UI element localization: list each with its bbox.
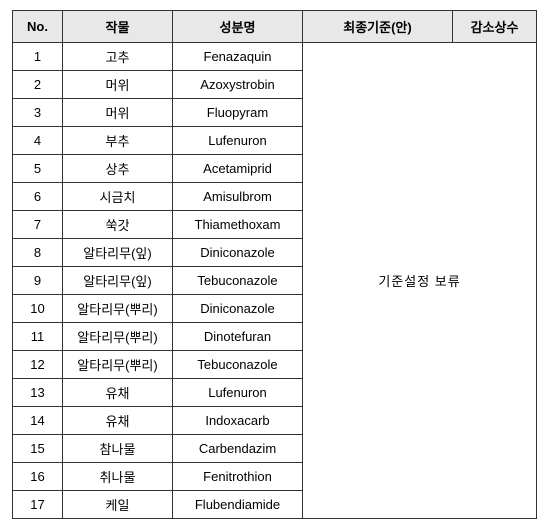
table-body: 1고추Fenazaquin기준설정 보류2머위Azoxystrobin3머위Fl…	[13, 43, 537, 519]
cell-crop: 알타리무(뿌리)	[63, 295, 173, 323]
cell-ingredient: Diniconazole	[173, 295, 303, 323]
cell-ingredient: Fenazaquin	[173, 43, 303, 71]
cell-no: 3	[13, 99, 63, 127]
cell-crop: 쑥갓	[63, 211, 173, 239]
cell-crop: 유채	[63, 379, 173, 407]
cell-crop: 알타리무(잎)	[63, 239, 173, 267]
cell-crop: 알타리무(뿌리)	[63, 323, 173, 351]
cell-crop: 유채	[63, 407, 173, 435]
cell-ingredient: Carbendazim	[173, 435, 303, 463]
cell-no: 15	[13, 435, 63, 463]
cell-no: 11	[13, 323, 63, 351]
cell-no: 17	[13, 491, 63, 519]
header-crop: 작물	[63, 11, 173, 43]
data-table: No. 작물 성분명 최종기준(안) 감소상수 1고추Fenazaquin기준설…	[12, 10, 537, 519]
cell-ingredient: Indoxacarb	[173, 407, 303, 435]
cell-ingredient: Tebuconazole	[173, 267, 303, 295]
cell-ingredient: Fenitrothion	[173, 463, 303, 491]
header-row: No. 작물 성분명 최종기준(안) 감소상수	[13, 11, 537, 43]
cell-crop: 취나물	[63, 463, 173, 491]
cell-crop: 머위	[63, 71, 173, 99]
cell-no: 10	[13, 295, 63, 323]
cell-ingredient: Dinotefuran	[173, 323, 303, 351]
cell-ingredient: Lufenuron	[173, 379, 303, 407]
cell-crop: 고추	[63, 43, 173, 71]
cell-ingredient: Azoxystrobin	[173, 71, 303, 99]
cell-ingredient: Thiamethoxam	[173, 211, 303, 239]
header-reduce: 감소상수	[453, 11, 537, 43]
cell-no: 14	[13, 407, 63, 435]
cell-no: 16	[13, 463, 63, 491]
cell-crop: 참나물	[63, 435, 173, 463]
header-standard: 최종기준(안)	[303, 11, 453, 43]
cell-ingredient: Amisulbrom	[173, 183, 303, 211]
cell-no: 7	[13, 211, 63, 239]
cell-crop: 케일	[63, 491, 173, 519]
cell-crop: 알타리무(잎)	[63, 267, 173, 295]
cell-no: 8	[13, 239, 63, 267]
cell-ingredient: Fluopyram	[173, 99, 303, 127]
cell-crop: 상추	[63, 155, 173, 183]
cell-no: 9	[13, 267, 63, 295]
cell-no: 4	[13, 127, 63, 155]
cell-no: 6	[13, 183, 63, 211]
cell-crop: 머위	[63, 99, 173, 127]
cell-no: 2	[13, 71, 63, 99]
cell-ingredient: Acetamiprid	[173, 155, 303, 183]
cell-ingredient: Tebuconazole	[173, 351, 303, 379]
cell-crop: 부추	[63, 127, 173, 155]
header-no: No.	[13, 11, 63, 43]
cell-ingredient: Lufenuron	[173, 127, 303, 155]
cell-merged-standard: 기준설정 보류	[303, 43, 537, 519]
table-row: 1고추Fenazaquin기준설정 보류	[13, 43, 537, 71]
cell-no: 13	[13, 379, 63, 407]
cell-ingredient: Flubendiamide	[173, 491, 303, 519]
cell-crop: 시금치	[63, 183, 173, 211]
cell-no: 5	[13, 155, 63, 183]
cell-no: 1	[13, 43, 63, 71]
header-ingredient: 성분명	[173, 11, 303, 43]
cell-crop: 알타리무(뿌리)	[63, 351, 173, 379]
cell-ingredient: Diniconazole	[173, 239, 303, 267]
cell-no: 12	[13, 351, 63, 379]
